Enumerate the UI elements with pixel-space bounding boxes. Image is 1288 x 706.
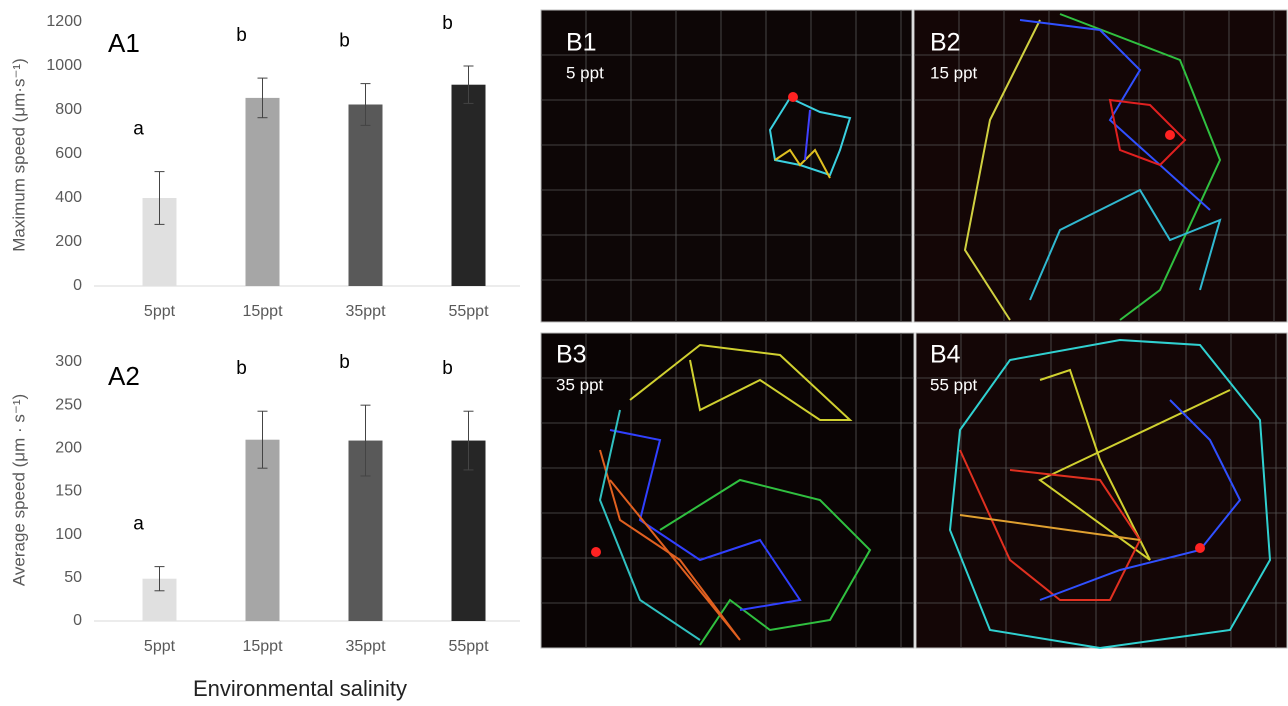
panel-salinity: 5 ppt [566, 63, 604, 82]
significance-letter: b [236, 25, 247, 46]
significance-letter: b [339, 31, 350, 52]
y-tick-label: 600 [55, 145, 82, 162]
track-panels: B1 5 ppt B2 15 ppt B3 35 ppt B4 55 ppt [541, 10, 1287, 648]
significance-letter: b [442, 13, 453, 34]
y-tick-label: 400 [55, 189, 82, 206]
y-tick-label: 200 [55, 233, 82, 250]
bar [452, 85, 486, 286]
x-tick-label: 15ppt [242, 303, 283, 320]
y-tick-label: 0 [73, 612, 82, 629]
significance-letter: b [236, 358, 247, 379]
y-tick-label: 0 [73, 277, 82, 294]
y-tick-label: 1200 [46, 13, 82, 30]
x-axis-label: Environmental salinity [193, 676, 407, 701]
significance-letter: b [442, 358, 453, 379]
panel-bg [914, 10, 1287, 322]
y-tick-label: 250 [55, 396, 82, 413]
y-tick-label: 100 [55, 526, 82, 543]
panel-label: B1 [566, 29, 597, 57]
track-point [591, 547, 601, 557]
bar [349, 105, 383, 287]
y-tick-label: 1000 [46, 57, 82, 74]
x-tick-label: 5ppt [144, 303, 176, 320]
y-axis-label: Average speed (μm · s⁻¹) [9, 394, 28, 586]
track-point [1165, 130, 1175, 140]
figure: B1 5 ppt B2 15 ppt B3 35 ppt B4 55 ppt E… [0, 0, 1288, 706]
significance-letter: b [339, 352, 350, 373]
panel-label: B4 [930, 341, 961, 369]
panel-salinity: 35 ppt [556, 375, 604, 394]
chart-title: A2 [108, 361, 140, 391]
y-tick-label: 800 [55, 101, 82, 118]
panel-label: B3 [556, 341, 587, 369]
x-tick-label: 5ppt [144, 638, 176, 655]
y-tick-label: 50 [64, 569, 82, 586]
chart-title: A1 [108, 28, 140, 58]
y-tick-label: 200 [55, 440, 82, 457]
y-tick-label: 300 [55, 353, 82, 370]
track-point [788, 92, 798, 102]
y-tick-label: 150 [55, 483, 82, 500]
panel-label: B2 [930, 29, 961, 57]
x-tick-label: 55ppt [448, 303, 489, 320]
panel-salinity: 15 ppt [930, 63, 978, 82]
x-tick-label: 35ppt [345, 303, 386, 320]
significance-letter: a [133, 119, 144, 140]
bar [246, 98, 280, 286]
x-tick-label: 35ppt [345, 638, 386, 655]
y-axis-label: Maximum speed (μm·s⁻¹) [9, 58, 28, 252]
track-point [1195, 543, 1205, 553]
panel-salinity: 55 ppt [930, 375, 978, 394]
x-tick-label: 15ppt [242, 638, 283, 655]
x-tick-label: 55ppt [448, 638, 489, 655]
significance-letter: a [133, 514, 144, 535]
